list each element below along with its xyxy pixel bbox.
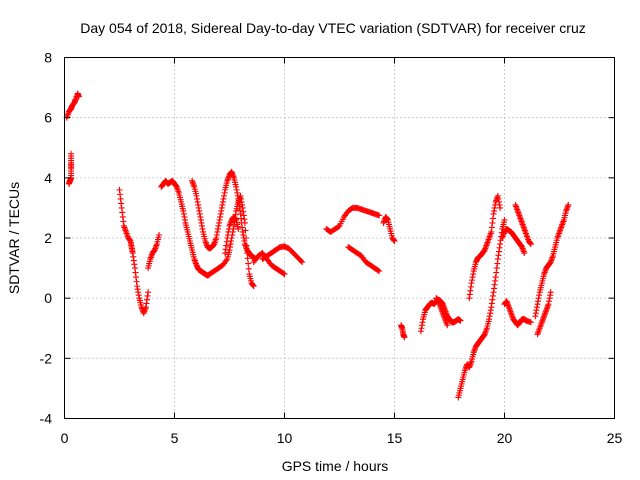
y-tick-label: 8 <box>44 50 52 66</box>
data-point <box>491 207 498 214</box>
data-point <box>444 322 451 329</box>
x-tick-label: 10 <box>277 430 293 446</box>
data-point <box>521 250 528 257</box>
points <box>63 90 572 401</box>
data-point <box>156 231 163 238</box>
data-point <box>298 257 304 264</box>
data-point <box>527 240 534 247</box>
data-point <box>488 304 495 311</box>
data-point <box>488 228 495 235</box>
y-tick-label: -4 <box>40 411 53 427</box>
series-arc-15 <box>433 295 451 329</box>
axis-ticks <box>64 57 615 419</box>
data-point <box>376 268 383 275</box>
series-arc-12 <box>380 213 398 245</box>
data-point <box>466 295 473 302</box>
data-point <box>281 271 288 278</box>
x-tick-label: 20 <box>497 430 513 446</box>
series-arc-10 <box>323 204 383 235</box>
data-point <box>486 313 493 320</box>
data-point <box>547 289 554 296</box>
data-point <box>494 256 501 263</box>
plot-frame <box>64 57 615 419</box>
series-arc-17 <box>466 192 504 302</box>
data-point <box>491 285 498 292</box>
data-point <box>492 277 499 284</box>
data-point <box>493 265 500 272</box>
data-point <box>497 204 504 211</box>
data-point <box>527 241 534 248</box>
data-point <box>535 295 542 302</box>
x-axis-label: GPS time / hours <box>282 458 389 474</box>
data-point <box>527 319 534 326</box>
data-point <box>375 267 381 274</box>
y-tick-label: 6 <box>44 110 52 126</box>
data-point <box>565 201 572 208</box>
data-point <box>417 328 424 335</box>
series-arc-03 <box>116 186 152 317</box>
data-point <box>419 319 426 326</box>
data-point <box>75 93 82 100</box>
series-arc-22 <box>534 289 554 338</box>
x-tick-labels: 0 5 10 15 20 25 <box>61 430 623 446</box>
gridlines <box>64 57 615 419</box>
data-point <box>467 287 474 294</box>
x-tick-label: 0 <box>61 430 69 446</box>
series-arc-19 <box>501 298 534 329</box>
series-arc-18 <box>499 225 528 257</box>
data-point <box>470 271 477 278</box>
series-arc-16 <box>455 216 508 401</box>
data-point <box>245 260 252 267</box>
data-point <box>245 265 252 272</box>
data-point <box>546 295 553 302</box>
y-tick-label: -2 <box>40 350 53 366</box>
series-arc-06 <box>189 168 259 263</box>
data-point <box>299 259 306 266</box>
series-arc-07 <box>222 213 242 257</box>
data-point <box>235 225 242 232</box>
y-tick-label: 0 <box>44 290 52 306</box>
y-tick-label: 4 <box>44 170 52 186</box>
data-point <box>376 212 383 219</box>
data-point <box>496 201 503 208</box>
y-tick-label: 2 <box>44 230 52 246</box>
data-point <box>489 296 496 303</box>
data-point <box>250 283 257 290</box>
series-arc-02 <box>65 150 75 187</box>
series-arc-13 <box>398 322 408 341</box>
series-arc-05 <box>158 177 257 290</box>
series-arc-04 <box>145 231 163 272</box>
series-arc-21 <box>532 201 572 320</box>
x-tick-label: 5 <box>171 430 179 446</box>
data-point <box>469 277 476 284</box>
data-point <box>68 150 75 157</box>
chart-title: Day 054 of 2018, Sidereal Day-to-day VTE… <box>80 20 586 36</box>
data-point <box>391 238 398 245</box>
x-tick-label: 15 <box>387 430 403 446</box>
data-point <box>145 289 152 296</box>
data-point <box>496 244 503 251</box>
data-point <box>501 216 508 223</box>
series-arc-09 <box>259 243 306 266</box>
data-point <box>457 317 464 324</box>
series-arc-01 <box>63 90 82 121</box>
x-tick-label: 25 <box>607 430 623 446</box>
y-tick-labels: -4 -2 0 2 4 6 8 <box>40 50 53 427</box>
series-arc-08 <box>250 250 288 278</box>
data-point <box>532 310 539 317</box>
data-point <box>244 255 251 262</box>
data-point <box>494 192 501 199</box>
data-point <box>489 219 496 226</box>
series-arc-11 <box>345 244 383 275</box>
data-point <box>335 223 342 230</box>
series-arc-20 <box>512 201 534 248</box>
data-point <box>280 270 287 277</box>
y-axis-label: SDTVAR / TECUs <box>6 182 22 294</box>
data-point <box>401 334 408 341</box>
